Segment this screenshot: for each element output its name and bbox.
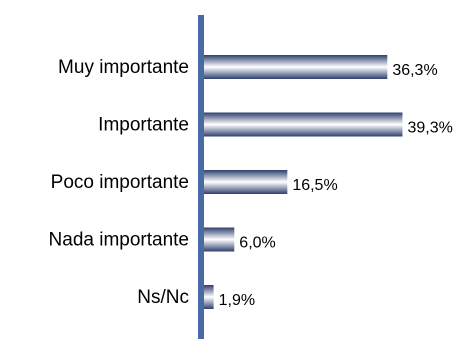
category-label-ns-nc: Ns/Nc bbox=[137, 287, 189, 308]
bar-importante bbox=[204, 112, 403, 137]
value-label-muy-importante: 36,3% bbox=[392, 62, 437, 79]
bars-group bbox=[204, 55, 403, 309]
value-label-importante: 39,3% bbox=[407, 120, 452, 137]
bar-ns-nc bbox=[204, 285, 214, 309]
value-label-ns-nc: 1,9% bbox=[219, 292, 255, 309]
category-label-nada-importante: Nada importante bbox=[49, 230, 189, 251]
value-label-nada-importante: 6,0% bbox=[239, 235, 275, 252]
bar-poco-importante bbox=[204, 170, 288, 194]
value-label-poco-importante: 16,5% bbox=[292, 177, 337, 194]
bar-nada-importante bbox=[204, 227, 235, 252]
bar-muy-importante bbox=[204, 55, 388, 79]
category-label-importante: Importante bbox=[98, 115, 189, 136]
category-label-muy-importante: Muy importante bbox=[58, 57, 189, 78]
category-labels: Muy importante Importante Poco importante N… bbox=[49, 57, 189, 308]
category-label-poco-importante: Poco importante bbox=[51, 172, 189, 193]
value-labels: 36,3% 39,3% 16,5% 6,0% 1,9% bbox=[219, 62, 453, 309]
vertical-axis-line bbox=[198, 15, 204, 339]
